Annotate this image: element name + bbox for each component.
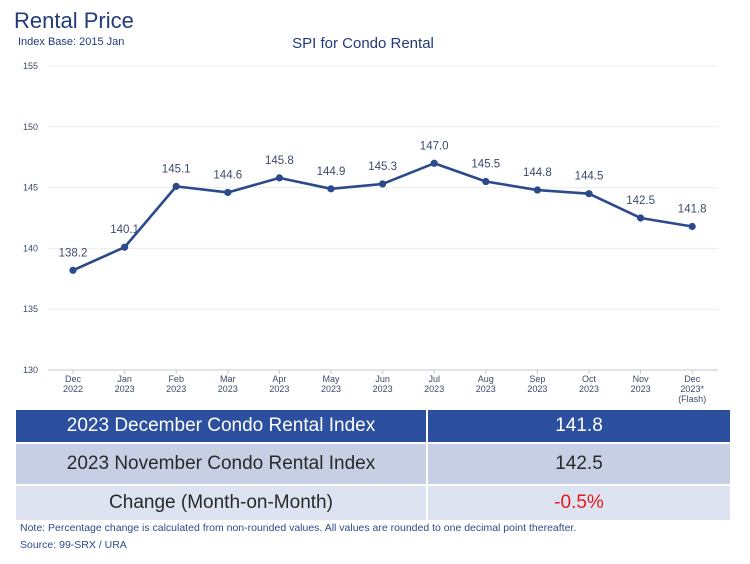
data-label: 141.8 xyxy=(678,204,707,216)
y-tick-label: 150 xyxy=(23,122,38,132)
x-tick-label: Nov 2023 xyxy=(631,374,651,394)
x-tick-label: Mar 2023 xyxy=(218,374,238,394)
data-point xyxy=(121,243,129,251)
data-label: 142.5 xyxy=(626,195,655,207)
x-tick-label: Feb 2023 xyxy=(166,374,186,394)
y-tick-label: 155 xyxy=(23,61,38,71)
spi-line-chart: SPI for Condo Rental 130135140145150155 … xyxy=(23,35,718,404)
data-point xyxy=(533,186,542,194)
footnote: Note: Percentage change is calculated fr… xyxy=(20,522,577,534)
data-label: 145.5 xyxy=(471,159,500,171)
x-tick-label: May 2023 xyxy=(321,374,341,394)
data-point xyxy=(482,177,490,186)
data-point xyxy=(69,266,77,274)
data-label: 144.6 xyxy=(213,169,242,181)
data-point xyxy=(224,188,232,197)
summary-label-december: 2023 December Condo Rental Index xyxy=(16,410,428,444)
x-tick-label: Oct 2023 xyxy=(579,374,599,394)
summary-value-change: -0.5% xyxy=(427,485,730,522)
data-point xyxy=(637,214,645,222)
index-base-subtitle: Index Base: 2015 Jan xyxy=(18,36,125,48)
data-point xyxy=(327,185,335,193)
x-tick-label: Jul 2023 xyxy=(424,374,444,394)
data-label: 145.1 xyxy=(162,163,191,175)
data-point xyxy=(275,174,283,182)
x-tick-label: Dec 2022 xyxy=(63,374,83,394)
data-point xyxy=(430,159,438,167)
data-point xyxy=(379,180,387,188)
data-label: 140.1 xyxy=(110,224,139,236)
source-line: Source: 99-SRX / URA xyxy=(20,539,127,551)
data-label: 147.0 xyxy=(420,140,449,152)
data-label: 145.3 xyxy=(368,161,397,173)
x-tick-label: Jun 2023 xyxy=(373,374,393,394)
y-tick-label: 130 xyxy=(23,365,38,375)
data-label: 145.8 xyxy=(265,155,294,167)
x-tick-label: Sep 2023 xyxy=(527,374,547,394)
summary-row-december: 2023 December Condo Rental Index 141.8 xyxy=(16,410,730,444)
y-tick-label: 140 xyxy=(23,243,38,253)
summary-row-november: 2023 November Condo Rental Index 142.5 xyxy=(16,443,730,486)
x-tick-label: Apr 2023 xyxy=(269,374,289,394)
x-tick-label: Dec 2023* (Flash) xyxy=(678,374,706,404)
data-label: 144.8 xyxy=(523,167,552,179)
chart-title: SPI for Condo Rental xyxy=(292,35,434,52)
summary-value-november: 142.5 xyxy=(427,443,730,486)
x-tick-label: Aug 2023 xyxy=(476,374,496,394)
x-tick-label: Jan 2023 xyxy=(115,374,135,394)
data-point xyxy=(172,182,180,190)
data-point xyxy=(585,190,593,198)
data-label: 138.2 xyxy=(59,247,88,259)
y-tick-label: 135 xyxy=(23,304,38,314)
summary-table: 2023 December Condo Rental Index 141.8 2… xyxy=(16,410,730,522)
data-point xyxy=(688,222,696,231)
data-label: 144.9 xyxy=(317,166,346,178)
summary-row-change: Change (Month-on-Month) -0.5% xyxy=(16,485,730,522)
y-tick-label: 145 xyxy=(23,183,38,193)
data-label: 144.5 xyxy=(575,171,604,183)
page-title: Rental Price xyxy=(14,8,134,33)
summary-label-november: 2023 November Condo Rental Index xyxy=(16,443,428,486)
summary-value-december: 141.8 xyxy=(427,410,730,444)
summary-label-change: Change (Month-on-Month) xyxy=(16,485,428,522)
